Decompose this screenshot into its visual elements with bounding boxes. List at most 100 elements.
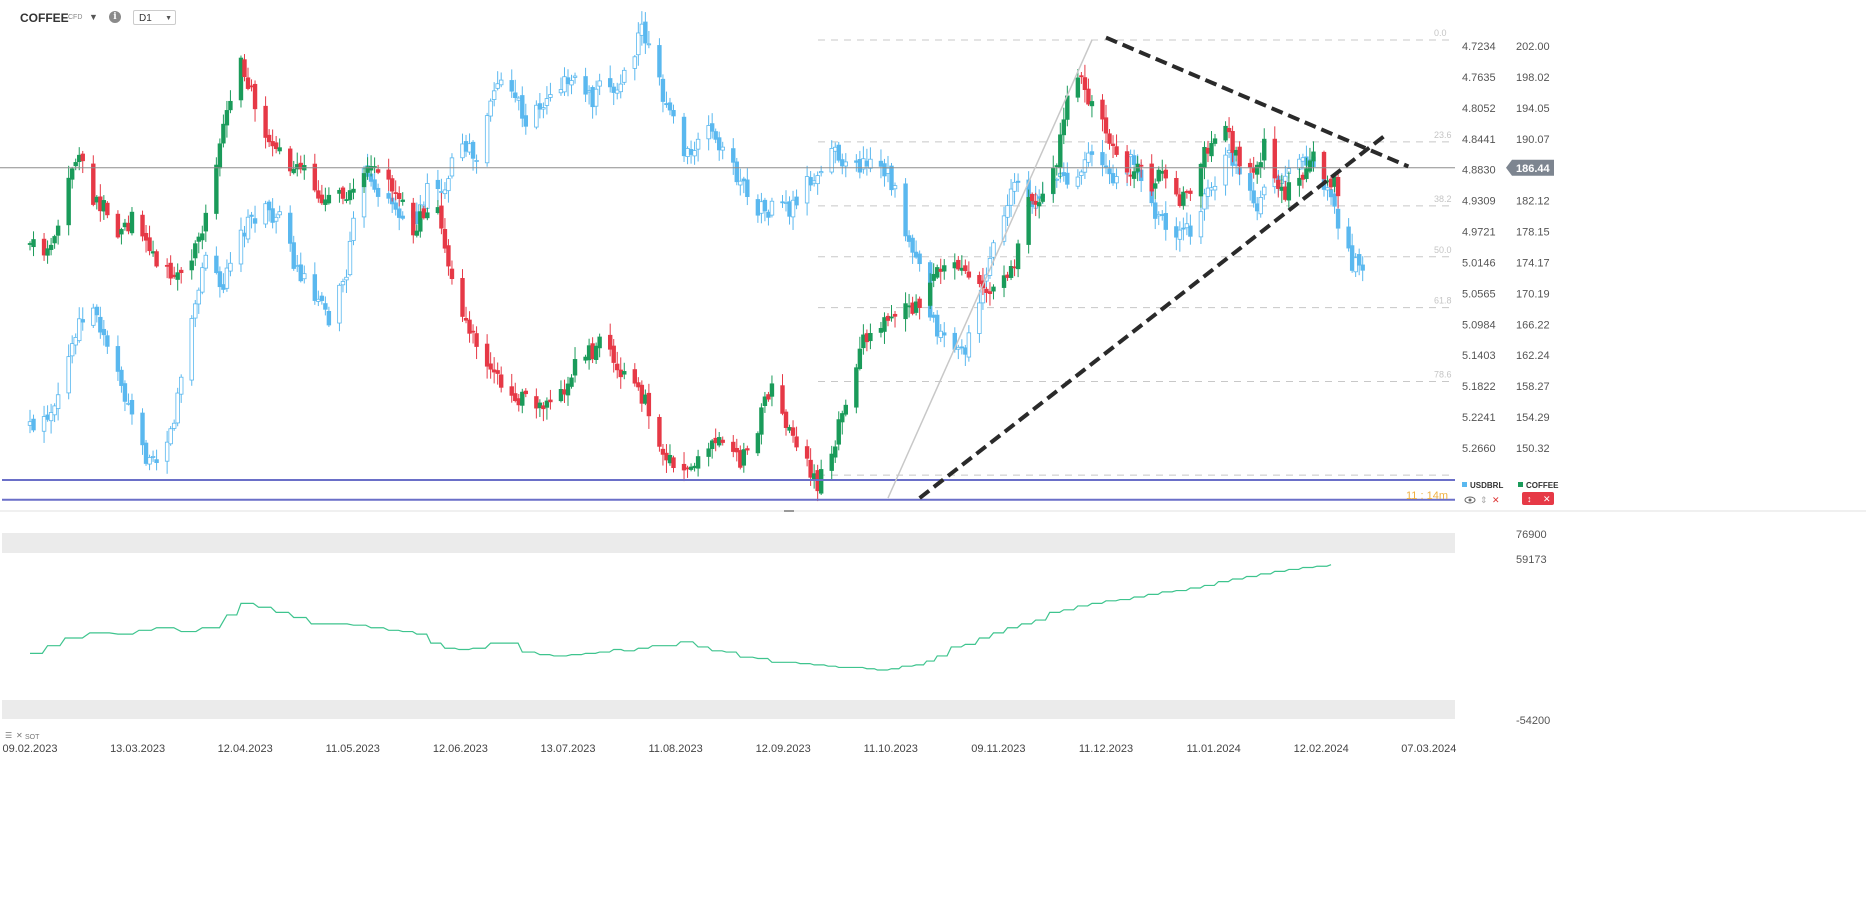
candle-body <box>446 178 451 192</box>
candle-body <box>1262 138 1267 161</box>
candle-body <box>593 88 599 107</box>
candle-body <box>1223 154 1228 186</box>
candle-body <box>295 265 300 268</box>
candle-body <box>1100 99 1105 120</box>
candle-body <box>196 236 201 242</box>
candle-body <box>516 398 521 406</box>
candle-body <box>228 262 233 272</box>
candle-body <box>101 328 107 336</box>
candle-body <box>460 143 465 159</box>
candle-body <box>1212 138 1218 144</box>
candle-body <box>105 335 110 347</box>
candle-body <box>143 232 149 241</box>
legend-label-coffee: COFFEE <box>1526 481 1559 490</box>
price-axis-tick: 202.00 <box>1516 41 1550 53</box>
candle-body <box>245 77 251 89</box>
date-axis-tick: 09.02.2023 <box>2 743 57 755</box>
candle-body <box>1082 77 1088 90</box>
candle-body <box>854 367 859 408</box>
sot-lower-band <box>2 700 1455 719</box>
candle-body <box>319 194 325 204</box>
candle-body <box>1251 190 1256 204</box>
candle-body <box>783 202 789 204</box>
price-axis-tick: 198.02 <box>1516 72 1550 84</box>
trendline-upper-resistance[interactable] <box>1105 35 1410 169</box>
candle-body <box>541 405 546 410</box>
candle-body <box>1307 160 1313 172</box>
sot-axis-tick: 59173 <box>1516 554 1547 566</box>
candle-body <box>1258 162 1263 168</box>
candle-body <box>80 153 85 162</box>
fib-level-label: 0.0 <box>1434 28 1447 38</box>
date-axis-tick: 11.01.2024 <box>1186 743 1240 755</box>
legend-label-usdbrl: USDBRL <box>1470 481 1503 490</box>
candle-body <box>583 356 588 361</box>
candle-body <box>463 141 469 152</box>
candle-body <box>590 343 595 360</box>
candle-body <box>1100 152 1105 166</box>
candle-body <box>347 190 353 201</box>
date-axis: 09.02.2023 13.03.2023 12.04.2023 11.05.2023… <box>2 743 1456 755</box>
symbol-dropdown-icon[interactable]: ▼ <box>89 12 98 22</box>
info-icon[interactable]: i <box>109 11 121 23</box>
candle-body <box>643 394 648 404</box>
candle-body <box>400 199 405 202</box>
candle-body <box>671 457 676 469</box>
candle-body <box>811 473 817 480</box>
candle-body <box>709 440 715 449</box>
candle-body <box>829 148 834 173</box>
candle-body <box>66 177 71 226</box>
candle-body <box>221 284 226 290</box>
date-axis-tick: 12.04.2023 <box>218 743 273 755</box>
trendline-fib-anchor[interactable] <box>887 39 1093 499</box>
coffee-series-controls[interactable] <box>1522 492 1554 505</box>
price-axis-tick: 194.05 <box>1516 103 1550 115</box>
candle-body <box>252 218 258 224</box>
candle-body <box>1058 134 1063 168</box>
candle-body <box>1008 188 1014 206</box>
symbol-label[interactable]: COFFEE <box>20 11 69 25</box>
candle-body <box>154 459 159 464</box>
candle-body <box>400 215 405 219</box>
candle-body <box>442 189 448 195</box>
candle-body <box>344 276 349 281</box>
candle-body <box>1300 157 1306 162</box>
candle-body <box>273 142 279 150</box>
candle-body <box>41 416 47 432</box>
candle-body <box>646 43 652 46</box>
candle-body <box>597 336 602 349</box>
candle-body <box>1124 151 1130 173</box>
candle-body <box>91 163 96 205</box>
candle-body <box>717 137 722 151</box>
candle-body <box>615 89 620 94</box>
candle-body <box>597 80 602 87</box>
candle-body <box>738 450 743 468</box>
candle-body <box>122 222 128 228</box>
candle-body <box>1328 189 1334 198</box>
candle-body <box>829 453 834 471</box>
candle-body <box>115 213 121 238</box>
candle-body <box>1174 226 1179 238</box>
candle-body <box>31 239 36 248</box>
candle-body <box>1082 159 1088 173</box>
candle-body <box>1304 168 1309 179</box>
trendline-lower-support[interactable] <box>918 132 1389 500</box>
candle-body <box>878 160 884 167</box>
date-axis-tick: 12.02.2024 <box>1294 743 1349 755</box>
candle-body <box>671 110 676 117</box>
candle-body <box>449 268 455 280</box>
candle-body <box>1086 152 1091 163</box>
candle-body <box>520 95 525 119</box>
candle-body <box>987 257 993 276</box>
eye-icon[interactable] <box>1464 496 1476 504</box>
candle-body <box>618 83 623 93</box>
candle-body <box>203 212 209 232</box>
candle-body <box>288 148 293 172</box>
chevron-down-icon: ▼ <box>165 15 172 22</box>
candle-body <box>498 79 504 86</box>
timeframe-select[interactable]: D1 ▼ <box>133 10 176 25</box>
candle-body <box>1181 191 1186 206</box>
candle-body <box>150 251 156 254</box>
candle-body <box>632 369 638 384</box>
candle-body <box>558 389 564 402</box>
